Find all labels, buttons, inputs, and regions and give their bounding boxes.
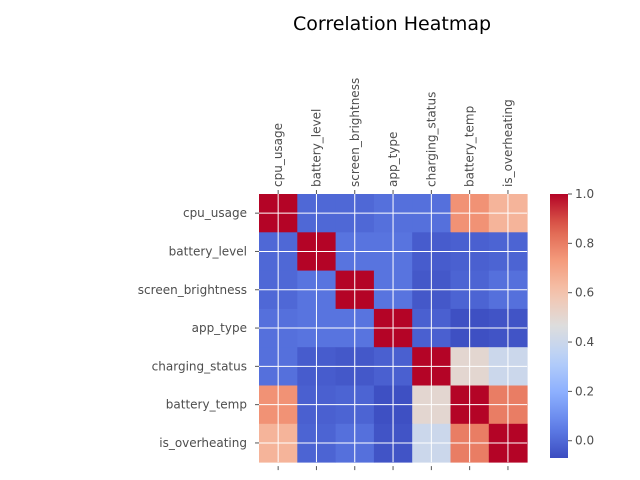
colorbar-tick-label: 0.2 <box>575 384 594 398</box>
y-tick-label: cpu_usage <box>183 206 247 220</box>
x-tick-label: cpu_usage <box>271 123 285 187</box>
x-axis-ticks: cpu_usage battery_level screen_brightness a… <box>271 78 515 471</box>
gridlines <box>259 194 528 463</box>
colorbar-ticks: 0.0 0.2 0.4 0.6 0.8 1.0 <box>568 187 594 448</box>
chart-title: Correlation Heatmap <box>293 13 491 35</box>
x-tick-label: charging_status <box>424 92 438 187</box>
y-tick-label: charging_status <box>152 359 247 373</box>
y-tick-label: battery_temp <box>166 398 247 412</box>
y-tick-label: app_type <box>192 321 247 335</box>
colorbar-tick-label: 0.0 <box>575 434 594 448</box>
y-tick-label: is_overheating <box>159 436 247 450</box>
x-tick-label: battery_level <box>309 109 323 187</box>
colorbar-tick-label: 1.0 <box>575 187 594 201</box>
colorbar-tick-label: 0.6 <box>575 286 594 300</box>
x-tick-label: is_overheating <box>501 99 515 187</box>
colorbar-tick-label: 0.4 <box>575 335 594 349</box>
colorbar-tick-label: 0.8 <box>575 236 594 250</box>
colorbar-gradient <box>550 194 568 458</box>
y-tick-label: battery_level <box>169 244 247 258</box>
x-tick-label: screen_brightness <box>348 78 362 187</box>
colorbar <box>550 194 568 458</box>
x-tick-label: app_type <box>386 132 400 187</box>
y-axis-ticks: cpu_usage battery_level screen_brightnessa… <box>138 206 259 450</box>
y-tick-label: screen_brightness <box>138 283 247 297</box>
x-tick-label: battery_temp <box>463 106 477 187</box>
